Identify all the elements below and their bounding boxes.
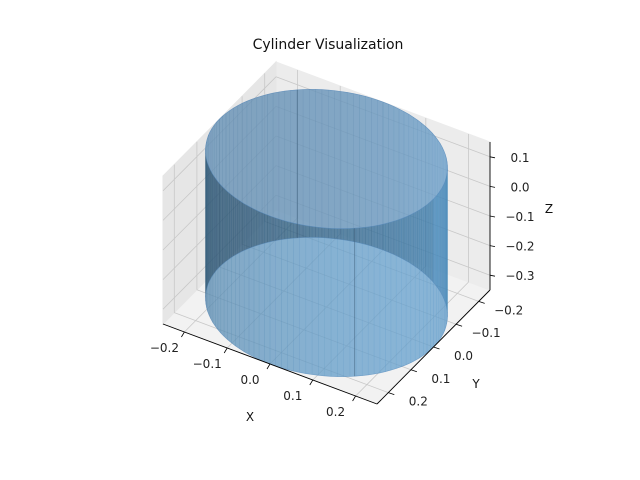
tick-marks: −0.2−0.10.00.10.2−0.2−0.10.00.10.20.10.0… [150, 151, 535, 419]
x-tick-label: 0.2 [326, 405, 345, 419]
y-tick-label: 0.0 [454, 349, 473, 363]
z-tick [489, 245, 496, 247]
z-tick [489, 186, 496, 188]
y-tick-label: 0.2 [409, 395, 428, 409]
x-axis-label: X [246, 410, 254, 424]
y-tick [433, 346, 440, 350]
x-tick [352, 395, 356, 402]
y-tick [410, 369, 418, 373]
x-tick [309, 379, 314, 386]
z-tick [489, 274, 496, 277]
z-tick [489, 156, 496, 159]
y-tick-label: 0.1 [431, 372, 450, 386]
z-tick-label: 0.1 [510, 151, 529, 165]
y-tick-label: −0.2 [494, 303, 523, 317]
x-tick-label: −0.2 [150, 341, 179, 355]
z-tick-label: −0.3 [505, 269, 534, 283]
y-axis-label: Y [471, 377, 480, 391]
z-tick-label: −0.2 [505, 240, 534, 254]
cylinder-bottom-cap [205, 237, 448, 377]
x-tick-label: 0.1 [283, 389, 302, 403]
y-tick [388, 392, 395, 395]
y-tick-label: −0.1 [472, 326, 501, 340]
x-tick-label: 0.0 [240, 373, 259, 387]
z-axis-label: Z [545, 202, 553, 216]
x-tick [181, 331, 185, 338]
cylinder-top-cap [205, 89, 448, 229]
x-tick-label: −0.1 [193, 357, 222, 371]
z-tick [489, 215, 496, 218]
x-tick [266, 363, 271, 370]
cylinder-surface [205, 89, 448, 377]
x-tick [223, 347, 228, 354]
z-tick-label: −0.1 [505, 210, 534, 224]
y-tick [455, 323, 463, 327]
y-tick [478, 301, 485, 304]
z-tick-label: 0.0 [510, 180, 529, 194]
chart-title: Cylinder Visualization [253, 37, 404, 53]
